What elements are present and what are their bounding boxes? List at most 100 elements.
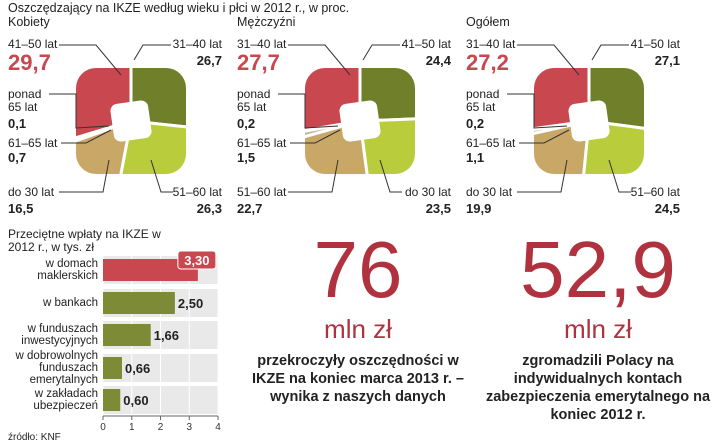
bar — [103, 389, 121, 411]
slice-label: 41–50 lat — [630, 37, 680, 51]
leader-line — [517, 44, 580, 76]
stat-text: zgromadzili Polacy na indywidualnych kon… — [485, 353, 711, 423]
slice-value: 0,2 — [466, 116, 485, 131]
leader-line — [379, 159, 402, 193]
slice-value: 26,3 — [196, 201, 222, 216]
slice-label: do 30 lat — [8, 185, 55, 199]
slice-label: 51–60 lat — [630, 185, 680, 199]
leader-line — [608, 159, 631, 193]
bar — [103, 324, 151, 346]
stat-value: 76 — [313, 225, 403, 314]
x-tick-label: 1 — [129, 422, 135, 433]
slice-value: 29,7 — [8, 50, 51, 75]
slice-value: 19,9 — [466, 201, 492, 216]
stat-unit: mln zł — [564, 314, 632, 344]
leader-line — [61, 129, 112, 144]
pie-slice — [305, 68, 362, 140]
y-tick-label: w funduszach inwestycyjnych — [21, 323, 98, 347]
slice-value: 27,2 — [466, 50, 509, 75]
stat-unit: mln zł — [324, 314, 392, 344]
leader-line — [59, 44, 122, 76]
slice-label: do 30 lat — [466, 185, 513, 199]
slice-label: ponad 65 lat — [466, 87, 500, 114]
pie-hole — [339, 100, 381, 142]
leader-line — [59, 159, 110, 193]
x-tick-label: 2 — [158, 422, 164, 433]
leader-line — [150, 159, 173, 193]
slice-value: 0,2 — [237, 116, 256, 131]
leader-line — [288, 44, 351, 76]
bar — [103, 259, 198, 281]
x-tick-label: 3 — [186, 422, 192, 433]
x-tick-label: 0 — [100, 422, 106, 433]
pie-title: Kobiety — [8, 15, 50, 29]
slice-value: 16,5 — [8, 201, 34, 216]
x-tick-label: 4 — [215, 422, 221, 433]
y-tick-label: w bankach — [43, 297, 98, 309]
leader-line — [290, 129, 341, 144]
y-tick-label: w zakładach ubezpieczeń — [33, 388, 98, 412]
slice-label: ponad 65 lat — [237, 87, 271, 114]
value-label: 0,60 — [123, 393, 148, 408]
pie-slice — [534, 68, 591, 137]
slice-label: 51–60 lat — [172, 185, 222, 199]
slice-value: 22,7 — [237, 201, 263, 216]
slice-value: 24,4 — [425, 53, 451, 68]
bar — [103, 357, 122, 379]
slice-label: 31–40 lat — [237, 37, 287, 51]
y-tick-label: w dobrowolnych funduszach emerytalnych — [15, 350, 98, 386]
slice-label: 41–50 lat — [401, 37, 451, 51]
value-label: 3,30 — [184, 253, 209, 268]
slice-value: 27,1 — [654, 53, 680, 68]
stat-value: 52,9 — [520, 225, 676, 314]
value-label: 2,50 — [178, 296, 203, 311]
leader-line — [49, 93, 110, 129]
slice-value: 1,5 — [237, 150, 256, 165]
slice-value: 1,1 — [466, 150, 485, 165]
source: źródło: KNF — [8, 432, 61, 443]
leader-line — [278, 93, 339, 129]
slice-value: 27,7 — [237, 50, 280, 75]
pie-slice — [129, 68, 186, 134]
value-label-box — [177, 250, 217, 270]
pie-slice — [305, 119, 375, 174]
slice-label: 31–40 lat — [466, 37, 516, 51]
slice-label: 61–65 lat — [237, 136, 287, 150]
leader-line — [517, 159, 568, 193]
slice-value: 0,7 — [8, 150, 27, 165]
value-label: 0,66 — [125, 361, 150, 376]
pie-slice — [76, 68, 133, 152]
leader-line — [288, 159, 339, 193]
slice-value: 24,5 — [654, 201, 680, 216]
slice-label: 61–65 lat — [8, 136, 58, 150]
pie-title: Mężczyźni — [237, 15, 296, 29]
pie-hole — [110, 100, 152, 142]
pie-slice — [577, 119, 644, 174]
bar-title: Przeciętne wpłaty na IKZE w 2012 r., w t… — [8, 227, 161, 254]
leader-line — [507, 93, 568, 129]
page-title: Oszczędzający na IKZE według wieku i płc… — [8, 1, 350, 15]
pie-hole — [568, 100, 610, 142]
slice-label: do 30 lat — [404, 185, 451, 199]
slice-label: 41–50 lat — [8, 37, 58, 51]
pie-slice — [587, 68, 644, 136]
pie-title: Ogółem — [466, 15, 510, 29]
leader-line — [133, 44, 171, 61]
pie-slice — [305, 119, 361, 151]
slice-label: 51–60 lat — [237, 185, 287, 199]
leader-line — [362, 44, 400, 61]
slice-label: ponad 65 lat — [8, 87, 42, 114]
pie-slice — [110, 119, 186, 174]
pie — [76, 68, 186, 174]
slice-value: 23,5 — [425, 201, 451, 216]
y-tick-label: w domach maklerskich — [37, 258, 98, 282]
slice-value: 26,7 — [196, 53, 222, 68]
value-label: 1,66 — [154, 328, 179, 343]
slice-label: 61–65 lat — [466, 136, 516, 150]
slice-label: 31–40 lat — [172, 37, 222, 51]
stat-text: przekroczyły oszczędności w IKZE na koni… — [252, 353, 464, 405]
leader-line — [591, 44, 629, 61]
leader-line — [519, 129, 570, 144]
